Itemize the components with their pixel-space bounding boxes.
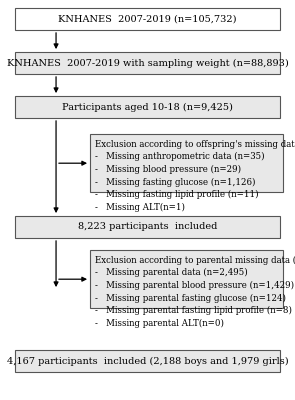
Bar: [15, 52, 280, 74]
Text: 4,167 participants  included (2,188 boys and 1,979 girls): 4,167 participants included (2,188 boys …: [7, 356, 288, 366]
Text: 8,223 participants  included: 8,223 participants included: [78, 222, 217, 232]
Text: Exclusion according to offspring's missing data (n=1,202)
-   Missing anthropome: Exclusion according to offspring's missi…: [95, 140, 295, 212]
Bar: [15, 216, 280, 238]
Text: Participants aged 10-18 (n=9,425): Participants aged 10-18 (n=9,425): [62, 102, 233, 112]
Bar: [15, 8, 280, 30]
Bar: [90, 134, 283, 192]
Bar: [15, 96, 280, 118]
Bar: [90, 250, 283, 308]
Text: Exclusion according to parental missing data (n=4,056)
-   Missing parental data: Exclusion according to parental missing …: [95, 256, 295, 328]
Text: KNHANES  2007-2019 (n=105,732): KNHANES 2007-2019 (n=105,732): [58, 14, 237, 24]
Bar: [15, 350, 280, 372]
Text: KNHANES  2007-2019 with sampling weight (n=88,893): KNHANES 2007-2019 with sampling weight (…: [6, 58, 289, 68]
